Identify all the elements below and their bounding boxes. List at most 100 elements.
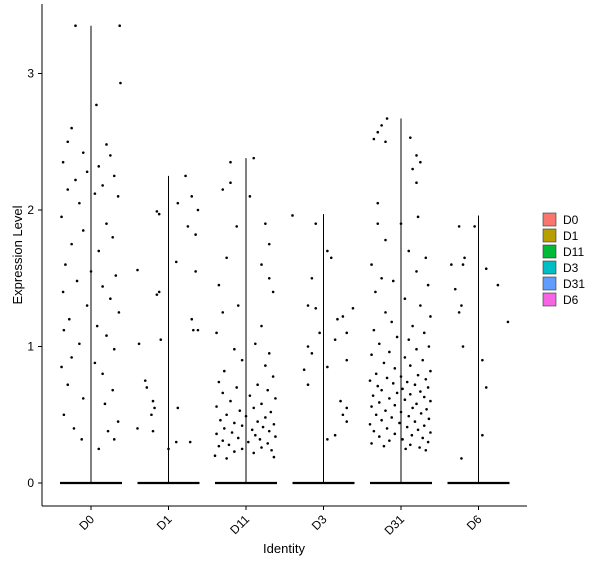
point-D31 — [405, 425, 409, 429]
point-D0 — [97, 165, 101, 168]
point-D11 — [272, 423, 276, 426]
point-D3 — [326, 365, 329, 369]
point-D6 — [506, 320, 510, 324]
point-D0 — [116, 420, 120, 423]
point-D31 — [399, 375, 403, 378]
point-D0 — [95, 324, 99, 328]
point-D11 — [261, 425, 265, 429]
point-D3 — [314, 222, 318, 225]
point-D0 — [60, 365, 63, 369]
point-D11 — [227, 443, 231, 447]
point-D1 — [153, 406, 156, 410]
point-D0 — [117, 311, 121, 314]
point-D11 — [225, 413, 228, 417]
point-D11 — [230, 431, 234, 434]
point-D31 — [376, 201, 380, 205]
point-D31 — [376, 130, 380, 134]
point-D11 — [252, 451, 256, 455]
point-D11 — [274, 397, 277, 400]
point-D31 — [395, 391, 399, 395]
point-D1 — [192, 328, 195, 332]
point-D6 — [457, 225, 461, 228]
point-D31 — [419, 412, 423, 415]
point-D31 — [403, 297, 407, 301]
point-D6 — [457, 311, 461, 314]
point-D0 — [106, 429, 110, 433]
legend-label-D31: D31 — [563, 277, 585, 291]
point-D11 — [240, 447, 244, 451]
point-D11 — [274, 435, 277, 438]
point-D1 — [194, 233, 197, 236]
point-D31 — [426, 283, 430, 287]
point-D31 — [401, 438, 404, 441]
point-D31 — [410, 433, 414, 437]
point-D31 — [384, 140, 387, 144]
point-D31 — [419, 390, 422, 393]
point-D1 — [151, 399, 155, 403]
point-D0 — [85, 170, 89, 174]
point-D0 — [105, 334, 108, 337]
point-D0 — [62, 413, 66, 417]
point-D1 — [155, 210, 159, 213]
point-D0 — [95, 103, 98, 107]
point-D31 — [415, 347, 418, 351]
point-D3 — [333, 433, 337, 437]
point-D3 — [291, 214, 294, 217]
point-D0 — [68, 317, 71, 321]
point-D31 — [415, 402, 418, 406]
point-D1 — [196, 208, 200, 212]
point-D3 — [341, 413, 345, 417]
point-D0 — [61, 160, 65, 164]
legend-swatch-D1 — [542, 228, 557, 243]
point-D11 — [250, 428, 254, 432]
legend-swatch-D0 — [542, 212, 557, 227]
point-D31 — [399, 222, 403, 225]
x-tick-label-D6: D6 — [464, 512, 485, 533]
point-D3 — [326, 249, 329, 253]
point-D11 — [271, 290, 275, 294]
point-D0 — [66, 188, 70, 191]
point-D31 — [395, 335, 399, 339]
legend-label-D11: D11 — [563, 245, 584, 259]
point-D11 — [252, 156, 256, 160]
point-D11 — [254, 342, 257, 346]
x-ticks: D0 D1 D11 D3 D31 D6 — [76, 506, 485, 538]
y-tick-label-0: 0 — [27, 476, 34, 490]
point-D31 — [411, 406, 414, 410]
point-D3 — [329, 256, 333, 260]
point-D31 — [409, 136, 412, 139]
y-tick-label-3: 3 — [27, 67, 34, 81]
point-D11 — [272, 455, 276, 459]
legend-swatch-D6 — [542, 292, 557, 307]
point-D3 — [314, 306, 318, 310]
point-D31 — [404, 447, 407, 451]
point-D0 — [81, 397, 85, 400]
point-D3 — [345, 358, 349, 362]
point-D0 — [112, 347, 116, 351]
point-D11 — [244, 414, 248, 418]
point-D31 — [368, 379, 372, 382]
point-D31 — [374, 290, 377, 294]
point-D31 — [385, 427, 389, 430]
point-D3 — [341, 315, 345, 318]
point-D1 — [194, 270, 197, 273]
point-D31 — [391, 382, 395, 385]
point-D11 — [221, 391, 225, 395]
point-D11 — [233, 347, 236, 351]
legend-label-D3: D3 — [563, 261, 579, 275]
points-layer — [60, 24, 510, 460]
point-D1 — [188, 440, 192, 444]
point-D11 — [229, 399, 232, 403]
point-D31 — [405, 380, 409, 384]
point-D31 — [407, 414, 411, 418]
point-D11 — [264, 364, 267, 367]
point-D31 — [385, 117, 389, 120]
point-D6 — [460, 304, 463, 307]
point-D0 — [66, 140, 70, 144]
point-D6 — [484, 386, 488, 389]
point-D1 — [151, 429, 155, 433]
point-D31 — [419, 160, 422, 164]
point-D6 — [463, 256, 466, 260]
point-D0 — [116, 195, 120, 198]
point-D11 — [238, 409, 242, 412]
